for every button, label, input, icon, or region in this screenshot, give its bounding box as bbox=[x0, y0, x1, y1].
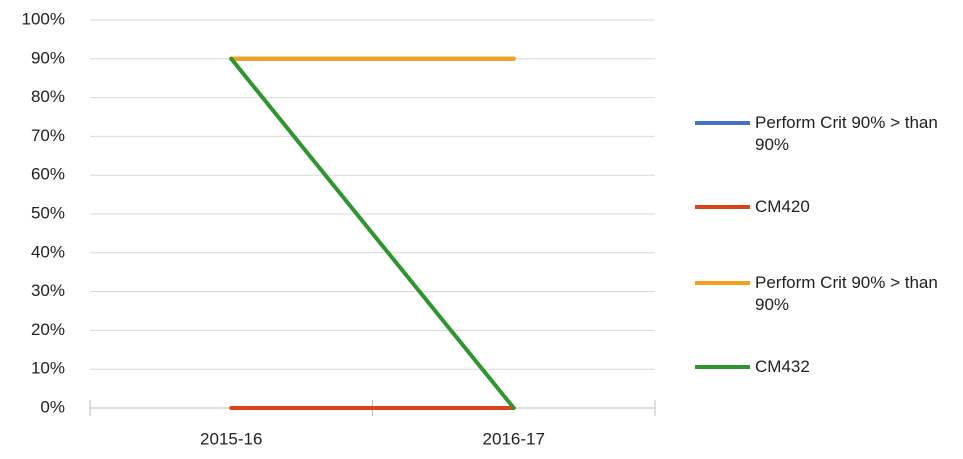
x-tick-label: 2016-17 bbox=[483, 429, 545, 448]
y-tick-label: 10% bbox=[31, 359, 65, 378]
y-tick-label: 30% bbox=[31, 281, 65, 300]
y-tick-label: 50% bbox=[31, 203, 65, 222]
legend-label: CM420 bbox=[755, 197, 810, 216]
series-line bbox=[229, 56, 516, 410]
y-tick-label: 60% bbox=[31, 165, 65, 184]
legend-label: CM432 bbox=[755, 357, 810, 376]
legend-label: Perform Crit 90% > than 90% bbox=[755, 113, 938, 154]
y-tick-label: 70% bbox=[31, 126, 65, 145]
y-tick-label: 40% bbox=[31, 242, 65, 261]
x-tick-label: 2015-16 bbox=[200, 429, 262, 448]
y-tick-label: 100% bbox=[22, 9, 65, 28]
y-tick-label: 80% bbox=[31, 87, 65, 106]
y-tick-label: 90% bbox=[31, 48, 65, 67]
y-tick-label: 0% bbox=[40, 397, 65, 416]
legend-label: Perform Crit 90% > than 90% bbox=[755, 273, 938, 314]
y-tick-label: 20% bbox=[31, 320, 65, 339]
